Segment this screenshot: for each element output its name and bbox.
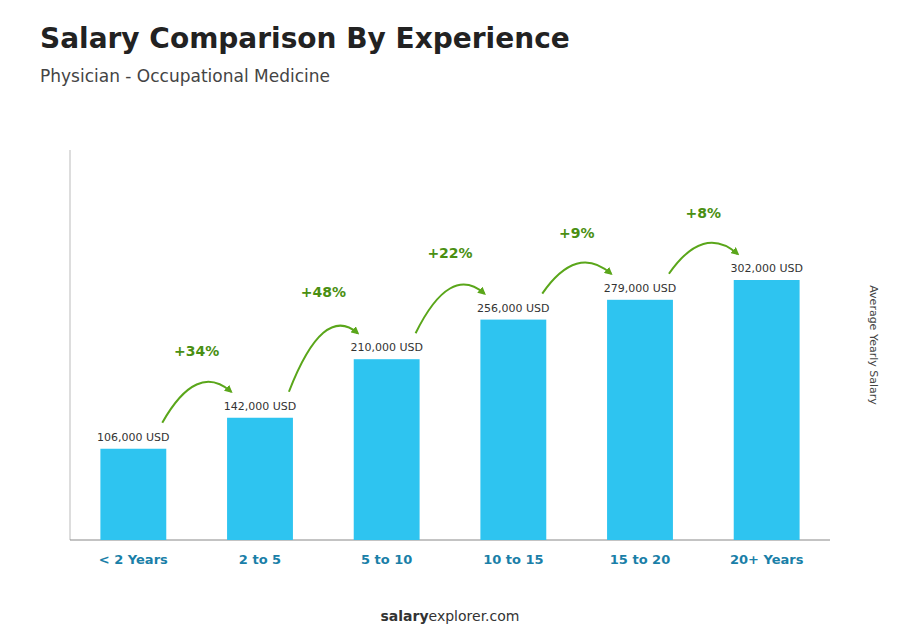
category-label: 10 to 15 <box>483 552 543 567</box>
data-label: 256,000 USD <box>477 302 550 315</box>
bar <box>607 300 673 540</box>
category-label: < 2 Years <box>99 552 168 567</box>
change-arrow <box>669 243 738 274</box>
change-label: +48% <box>301 284 346 300</box>
data-label: 210,000 USD <box>350 341 423 354</box>
y-axis-label: Average Yearly Salary <box>867 285 880 405</box>
bar <box>480 320 546 540</box>
bar <box>354 359 420 540</box>
change-arrow <box>162 382 231 423</box>
change-arrow <box>416 285 485 334</box>
subtitle: Physician - Occupational Medicine <box>40 66 330 86</box>
title: Salary Comparison By Experience <box>40 22 570 55</box>
change-arrow <box>289 326 358 392</box>
bar <box>227 418 293 540</box>
x-axis-line <box>70 540 830 541</box>
bar <box>734 280 800 540</box>
footer-part: explorer.com <box>429 608 520 624</box>
change-label: +8% <box>686 205 722 221</box>
bar <box>100 449 166 540</box>
change-label: +9% <box>559 225 595 241</box>
change-label: +22% <box>427 245 472 261</box>
data-label: 279,000 USD <box>604 282 677 295</box>
y-axis-line <box>70 150 71 540</box>
category-label: 20+ Years <box>730 552 804 567</box>
category-label: 5 to 10 <box>361 552 412 567</box>
category-label: 2 to 5 <box>239 552 281 567</box>
chart: Salary Comparison By Experience Physician… <box>0 0 900 641</box>
data-label: 106,000 USD <box>97 431 170 444</box>
change-label: +34% <box>174 343 219 359</box>
category-label: 15 to 20 <box>610 552 670 567</box>
data-label: 302,000 USD <box>730 262 803 275</box>
change-arrow <box>542 263 611 294</box>
bars <box>100 280 799 540</box>
footer-part: salary <box>381 608 429 624</box>
data-label: 142,000 USD <box>224 400 297 413</box>
footer: salaryexplorer.com <box>381 608 520 624</box>
